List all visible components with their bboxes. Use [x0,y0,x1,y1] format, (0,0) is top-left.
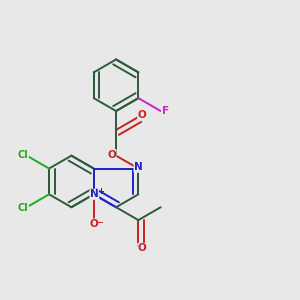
Text: Cl: Cl [18,150,28,160]
Text: Cl: Cl [18,203,28,213]
Text: +: + [97,187,104,196]
Text: O: O [138,243,146,254]
Text: O: O [89,219,98,229]
Text: N: N [134,162,143,172]
Text: −: − [97,218,104,227]
Text: N: N [90,189,99,199]
Text: F: F [161,106,169,116]
Text: O: O [107,150,116,160]
Text: O: O [138,110,146,120]
